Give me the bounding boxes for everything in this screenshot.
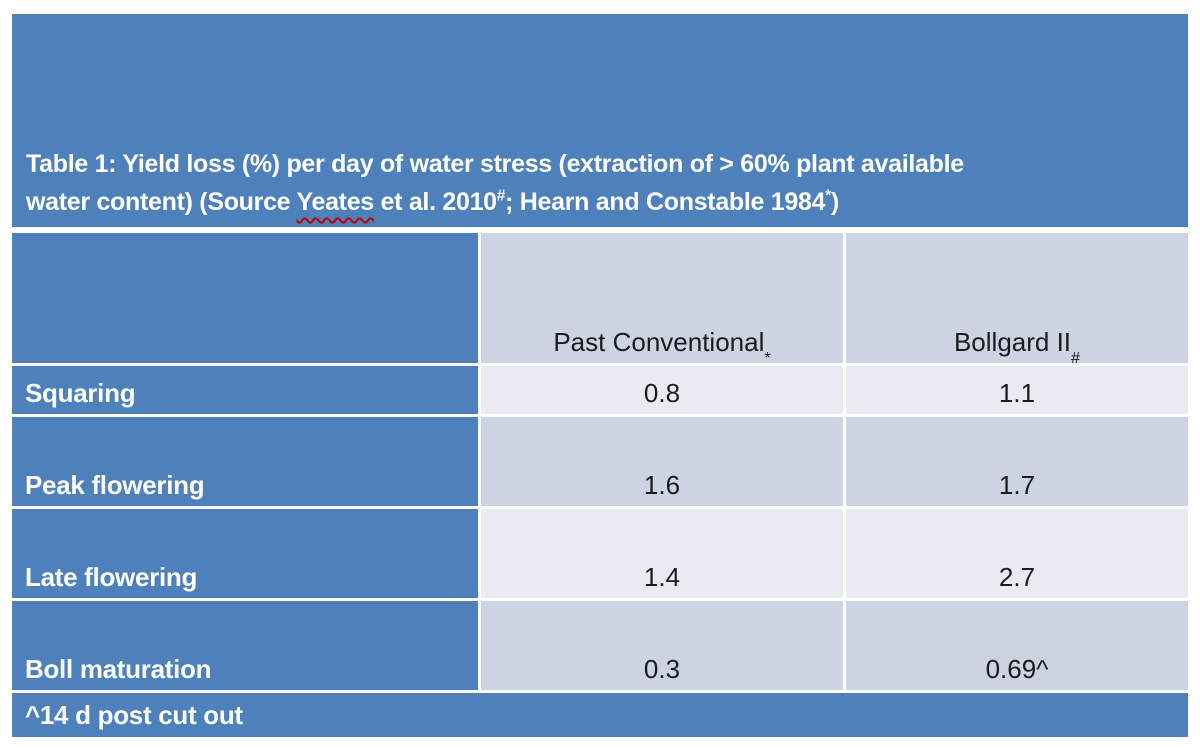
- table-header-row: Past Conventional * Bollgard II #: [12, 233, 1188, 366]
- value-cell-past-conventional: 0.8: [481, 366, 843, 414]
- table-caption-line2: water content) (Source Yeates et al. 201…: [26, 183, 1184, 221]
- column-header-label: Bollgard II: [953, 327, 1072, 357]
- caption-text-prefix: water content) (Source: [26, 188, 297, 216]
- value-cell-bollgard-ii: 0.69^: [846, 601, 1188, 690]
- value-cell-past-conventional: 0.3: [481, 601, 843, 690]
- table-row-squaring: Squaring 0.8 1.1: [12, 366, 1188, 414]
- header-cell-bollgard-ii: Bollgard II #: [846, 233, 1188, 366]
- value-cell-past-conventional: 1.6: [481, 417, 843, 506]
- table-row-boll-maturation: Boll maturation 0.3 0.69^: [12, 601, 1188, 690]
- value-cell-bollgard-ii: 2.7: [846, 509, 1188, 598]
- caption-text-mid: et al. 2010: [373, 188, 498, 216]
- row-label-cell: Boll maturation: [12, 601, 478, 690]
- caption-text-after: ; Hearn and Constable 1984: [505, 188, 826, 216]
- caption-superscript-hash: #: [496, 187, 506, 205]
- row-label-cell: Peak flowering: [12, 417, 478, 506]
- yield-loss-table: Table 1: Yield loss (%) per day of water…: [12, 14, 1188, 737]
- row-label-cell: Late flowering: [12, 509, 478, 598]
- table-caption-line1: Table 1: Yield loss (%) per day of water…: [26, 150, 964, 178]
- header-cell-past-conventional: Past Conventional *: [481, 233, 843, 366]
- column-header-label: Past Conventional: [553, 327, 765, 357]
- table-row-peak-flowering: Peak flowering 1.6 1.7: [12, 417, 1188, 506]
- table-caption-banner: Table 1: Yield loss (%) per day of water…: [12, 14, 1188, 227]
- value-cell-bollgard-ii: 1.1: [846, 366, 1188, 414]
- caption-misspelled-word: Yeates: [296, 188, 374, 216]
- table-footnote-row: ^14 d post cut out: [12, 693, 1188, 737]
- value-cell-past-conventional: 1.4: [481, 509, 843, 598]
- row-label-cell: Squaring: [12, 366, 478, 414]
- table-row-late-flowering: Late flowering 1.4 2.7: [12, 509, 1188, 598]
- caption-text-close: ): [830, 188, 839, 216]
- value-cell-bollgard-ii: 1.7: [846, 417, 1188, 506]
- caption-superscript-star: *: [825, 187, 831, 205]
- header-cell-empty: [12, 233, 478, 363]
